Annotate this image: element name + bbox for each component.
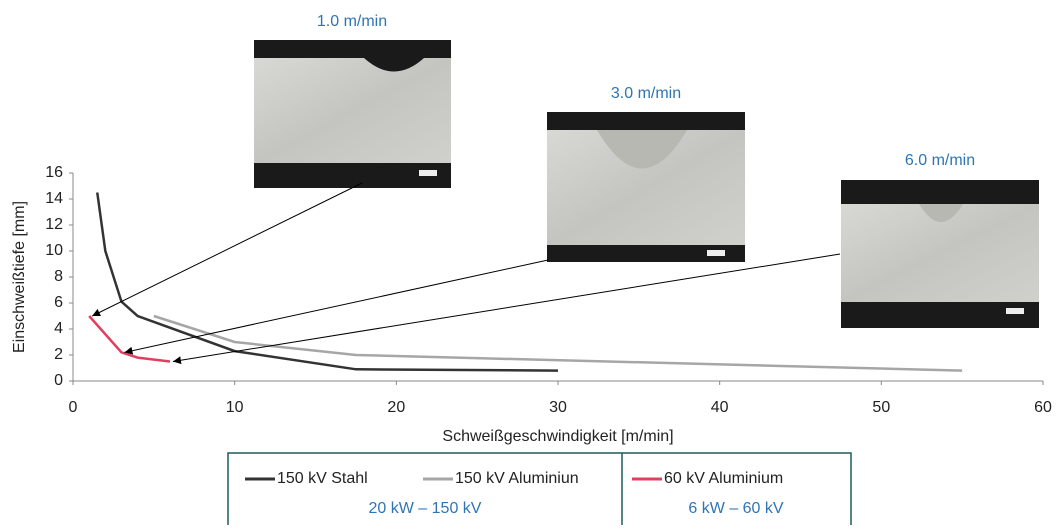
annotation: 6.0 m/min bbox=[905, 152, 975, 169]
y-tick-label: 6 bbox=[54, 294, 63, 311]
legend-label: 150 kV Aluminiun bbox=[455, 470, 579, 487]
legend-group-label: 20 kW – 150 kV bbox=[369, 500, 482, 517]
legend-label: 60 kV Aluminium bbox=[664, 470, 783, 487]
page: {"chart_data": {"type": "line", "xlabel"… bbox=[0, 0, 1056, 530]
x-tick-label: 40 bbox=[711, 399, 729, 416]
x-tick-label: 10 bbox=[226, 399, 244, 416]
legend-label: 150 kV Stahl bbox=[277, 470, 368, 487]
micrograph bbox=[841, 180, 1039, 328]
arrow bbox=[173, 254, 840, 362]
legend-group-label: 6 kW – 60 kV bbox=[688, 500, 783, 517]
y-tick-label: 10 bbox=[45, 242, 63, 259]
annotation: 1.0 m/min bbox=[317, 13, 387, 30]
y-tick-label: 14 bbox=[45, 190, 63, 207]
y-tick-label: 12 bbox=[45, 216, 63, 233]
y-tick-label: 0 bbox=[54, 372, 63, 389]
y-tick-label: 2 bbox=[54, 346, 63, 363]
x-tick-label: 0 bbox=[69, 399, 78, 416]
micrograph bbox=[254, 40, 451, 188]
x-tick-label: 60 bbox=[1034, 399, 1052, 416]
x-axis-label: Schweißgeschwindigkeit [m/min] bbox=[442, 428, 673, 445]
y-tick-label: 16 bbox=[45, 164, 63, 181]
chart: 1.0 m/min 3.0 m/min 6.0 m/min Schweißges… bbox=[0, 0, 1056, 525]
micrograph bbox=[547, 112, 745, 262]
arrow bbox=[125, 260, 549, 352]
y-tick-label: 4 bbox=[54, 320, 63, 337]
arrow bbox=[92, 183, 362, 316]
x-tick-label: 30 bbox=[549, 399, 567, 416]
annotation: 3.0 m/min bbox=[611, 85, 681, 102]
series-line bbox=[154, 316, 962, 371]
y-tick-label: 8 bbox=[54, 268, 63, 285]
x-tick-label: 20 bbox=[387, 399, 405, 416]
x-tick-label: 50 bbox=[872, 399, 890, 416]
series-line bbox=[97, 193, 558, 371]
y-axis-label: Einschweißtiefe [mm] bbox=[11, 201, 28, 353]
